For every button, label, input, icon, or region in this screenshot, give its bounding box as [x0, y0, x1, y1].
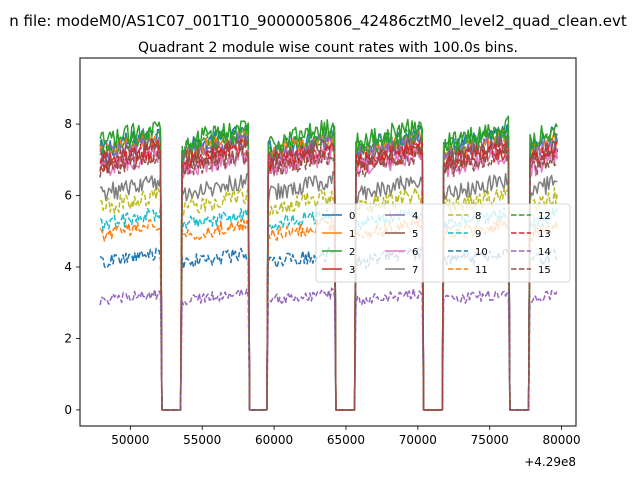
x-offset-label: +4.29e8 [524, 455, 576, 469]
tick-layer: 50000 55000 60000 65000 70000 75000 80000 0 2 4 6 8 [64, 117, 580, 447]
legend-label: 6 [412, 247, 418, 258]
x-tick-label: 55000 [183, 433, 221, 447]
series-line-14 [99, 287, 559, 411]
y-tick-label: 2 [64, 331, 72, 345]
figure-title: n file: modeM0/AS1C07_001T10_9000005806_… [9, 12, 627, 31]
legend-label: 10 [475, 247, 488, 258]
legend-label: 7 [412, 265, 418, 276]
series-line-15 [99, 145, 558, 411]
legend-label: 5 [412, 229, 418, 240]
legend-label: 4 [412, 211, 418, 222]
x-tick-label: 60000 [255, 433, 293, 447]
legend-label: 2 [349, 247, 355, 258]
legend-label: 11 [475, 265, 488, 276]
legend-label: 14 [538, 247, 551, 258]
x-tick-label: 80000 [543, 433, 581, 447]
y-tick-label: 4 [64, 260, 72, 274]
plot-area-frame [79, 57, 577, 427]
y-tick-label: 6 [64, 189, 72, 203]
x-tick-label: 50000 [111, 433, 149, 447]
y-tick-label: 8 [64, 117, 72, 131]
legend-label: 0 [349, 211, 355, 222]
chart-title: Quadrant 2 module wise count rates with … [138, 40, 518, 56]
legend-label: 3 [349, 265, 355, 276]
x-tick-label: 75000 [471, 433, 509, 447]
legend-label: 8 [475, 211, 481, 222]
legend-label: 1 [349, 229, 355, 240]
x-tick-label: 70000 [399, 433, 437, 447]
legend-label: 9 [475, 229, 481, 240]
y-tick-label: 0 [64, 403, 72, 417]
legend-label: 12 [538, 211, 551, 222]
x-tick-label: 65000 [327, 433, 365, 447]
legend-frame [315, 203, 571, 283]
legend-label: 13 [538, 229, 551, 240]
legend-label: 15 [538, 265, 551, 276]
